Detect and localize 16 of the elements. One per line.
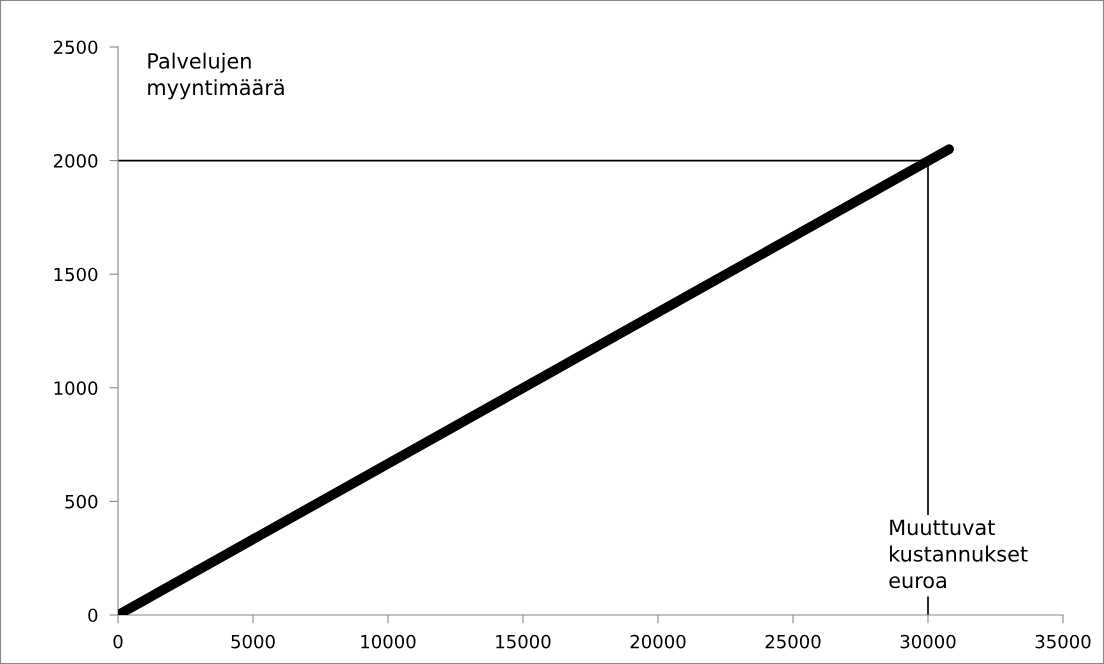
y-axis-title: Palvelujen myyntimäärä xyxy=(148,52,284,100)
y-tick-label: 2000 xyxy=(53,154,98,168)
y-tick-label: 1500 xyxy=(54,267,98,282)
x-tick-label: 10000 xyxy=(361,634,416,649)
x-tick-label: 15000 xyxy=(496,634,551,649)
x-tick-label: 0 xyxy=(113,634,123,649)
x-tick-label: 5000 xyxy=(231,634,275,649)
y-tick-label: 0 xyxy=(88,608,98,623)
x-axis-title: Muuttuvat kustannukset euroa xyxy=(889,519,1028,589)
y-tick-label: 1000 xyxy=(54,381,98,395)
x-tick-label: 25000 xyxy=(765,634,821,649)
y-tick-label: 2500 xyxy=(53,40,98,55)
x-tick-label: 20000 xyxy=(630,634,686,649)
x-tick-label: 30000 xyxy=(900,634,956,649)
y-tick-label: 500 xyxy=(65,494,98,509)
x-tick-label: 35000 xyxy=(1035,634,1091,649)
